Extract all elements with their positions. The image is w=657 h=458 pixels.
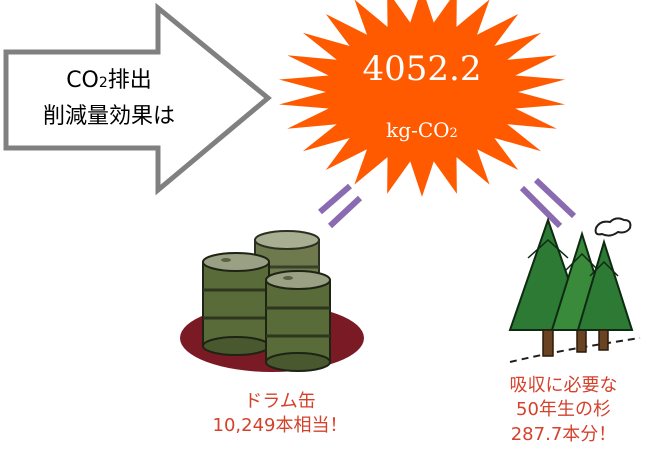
unit-prefix: kg-CO — [386, 118, 450, 142]
arrow-text-subscript: 2 — [98, 75, 108, 91]
co2-reduction-unit: kg-CO2 — [342, 120, 502, 140]
oil-drums-illustration — [180, 230, 364, 372]
tree-caption: 吸収に必要な 50年生の杉 287.7本分！ — [470, 374, 657, 447]
drum-caption-line2: 10,249本相当！ — [212, 415, 348, 437]
arrow-text-co: CO — [66, 68, 99, 93]
arrow-text-emission: 排出 — [107, 68, 152, 93]
connector-right — [519, 177, 577, 229]
drum-caption-line1: ドラム缶 — [244, 391, 316, 412]
arrow-text-line2: 削減量効果は — [42, 104, 175, 129]
cedar-trees-illustration — [508, 216, 641, 363]
right-arrow-shape — [3, 2, 272, 196]
tree-caption-line3: 287.7本分！ — [510, 423, 617, 445]
unit-subscript: 2 — [449, 126, 458, 141]
drum-caption: ドラム缶 10,249本相当！ — [170, 390, 390, 439]
arrow-text-line1: CO2排出 — [14, 70, 204, 92]
tree-caption-line2: 50年生の杉 — [516, 399, 611, 421]
tree-caption-line1: 吸収に必要な — [509, 375, 618, 396]
co2-reduction-value: 4052.2 — [362, 49, 482, 89]
starburst-shape — [272, 0, 572, 204]
connector-left — [318, 183, 363, 229]
